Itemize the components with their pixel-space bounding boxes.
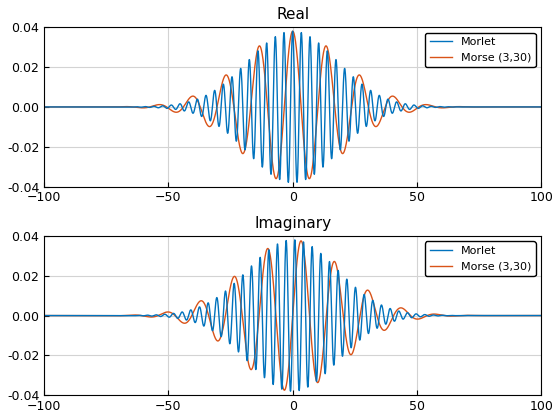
Morse (3,30) <box>480 313 487 318</box>
Legend: Morlet, Morse (3,30): Morlet, Morse (3,30) <box>425 33 535 67</box>
Line: Morlet: Morlet <box>44 31 541 182</box>
Morlet <box>480 105 487 110</box>
Morse (3,30) <box>273 176 279 181</box>
Morse (3,30) <box>372 124 379 129</box>
Morlet <box>480 313 487 318</box>
Morlet <box>445 313 452 318</box>
Morse (3,30) <box>41 105 48 110</box>
Morlet <box>525 105 532 110</box>
Morlet <box>41 105 48 110</box>
Morlet <box>445 104 452 109</box>
Morlet <box>289 29 296 34</box>
Morse (3,30) <box>290 29 296 34</box>
Line: Morse (3,30): Morse (3,30) <box>44 241 541 390</box>
Morse (3,30) <box>445 105 452 110</box>
Morse (3,30) <box>445 313 452 318</box>
Morlet <box>80 105 87 110</box>
Morlet <box>538 313 544 318</box>
Morse (3,30) <box>281 388 288 393</box>
Morse (3,30) <box>480 105 487 110</box>
Morlet <box>285 180 292 185</box>
Morse (3,30) <box>525 105 532 110</box>
Morse (3,30) <box>80 105 87 110</box>
Morse (3,30) <box>507 105 514 110</box>
Legend: Morlet, Morse (3,30): Morlet, Morse (3,30) <box>425 241 535 276</box>
Morlet <box>291 237 298 242</box>
Morlet <box>287 388 294 394</box>
Morlet <box>372 116 379 121</box>
Morlet <box>80 313 87 318</box>
Morlet <box>372 319 379 324</box>
Morlet <box>507 105 514 110</box>
Morse (3,30) <box>507 313 514 318</box>
Morse (3,30) <box>80 313 87 318</box>
Morse (3,30) <box>525 313 532 318</box>
Morlet <box>538 105 544 110</box>
Title: Imaginary: Imaginary <box>254 215 331 231</box>
Morlet <box>41 313 48 318</box>
Title: Real: Real <box>276 7 309 22</box>
Line: Morse (3,30): Morse (3,30) <box>44 31 541 178</box>
Morse (3,30) <box>538 313 544 318</box>
Morlet <box>525 313 532 318</box>
Morse (3,30) <box>298 239 305 244</box>
Morlet <box>507 313 514 318</box>
Line: Morlet: Morlet <box>44 240 541 391</box>
Morse (3,30) <box>538 105 544 110</box>
Morse (3,30) <box>41 313 48 318</box>
Morse (3,30) <box>372 309 379 314</box>
